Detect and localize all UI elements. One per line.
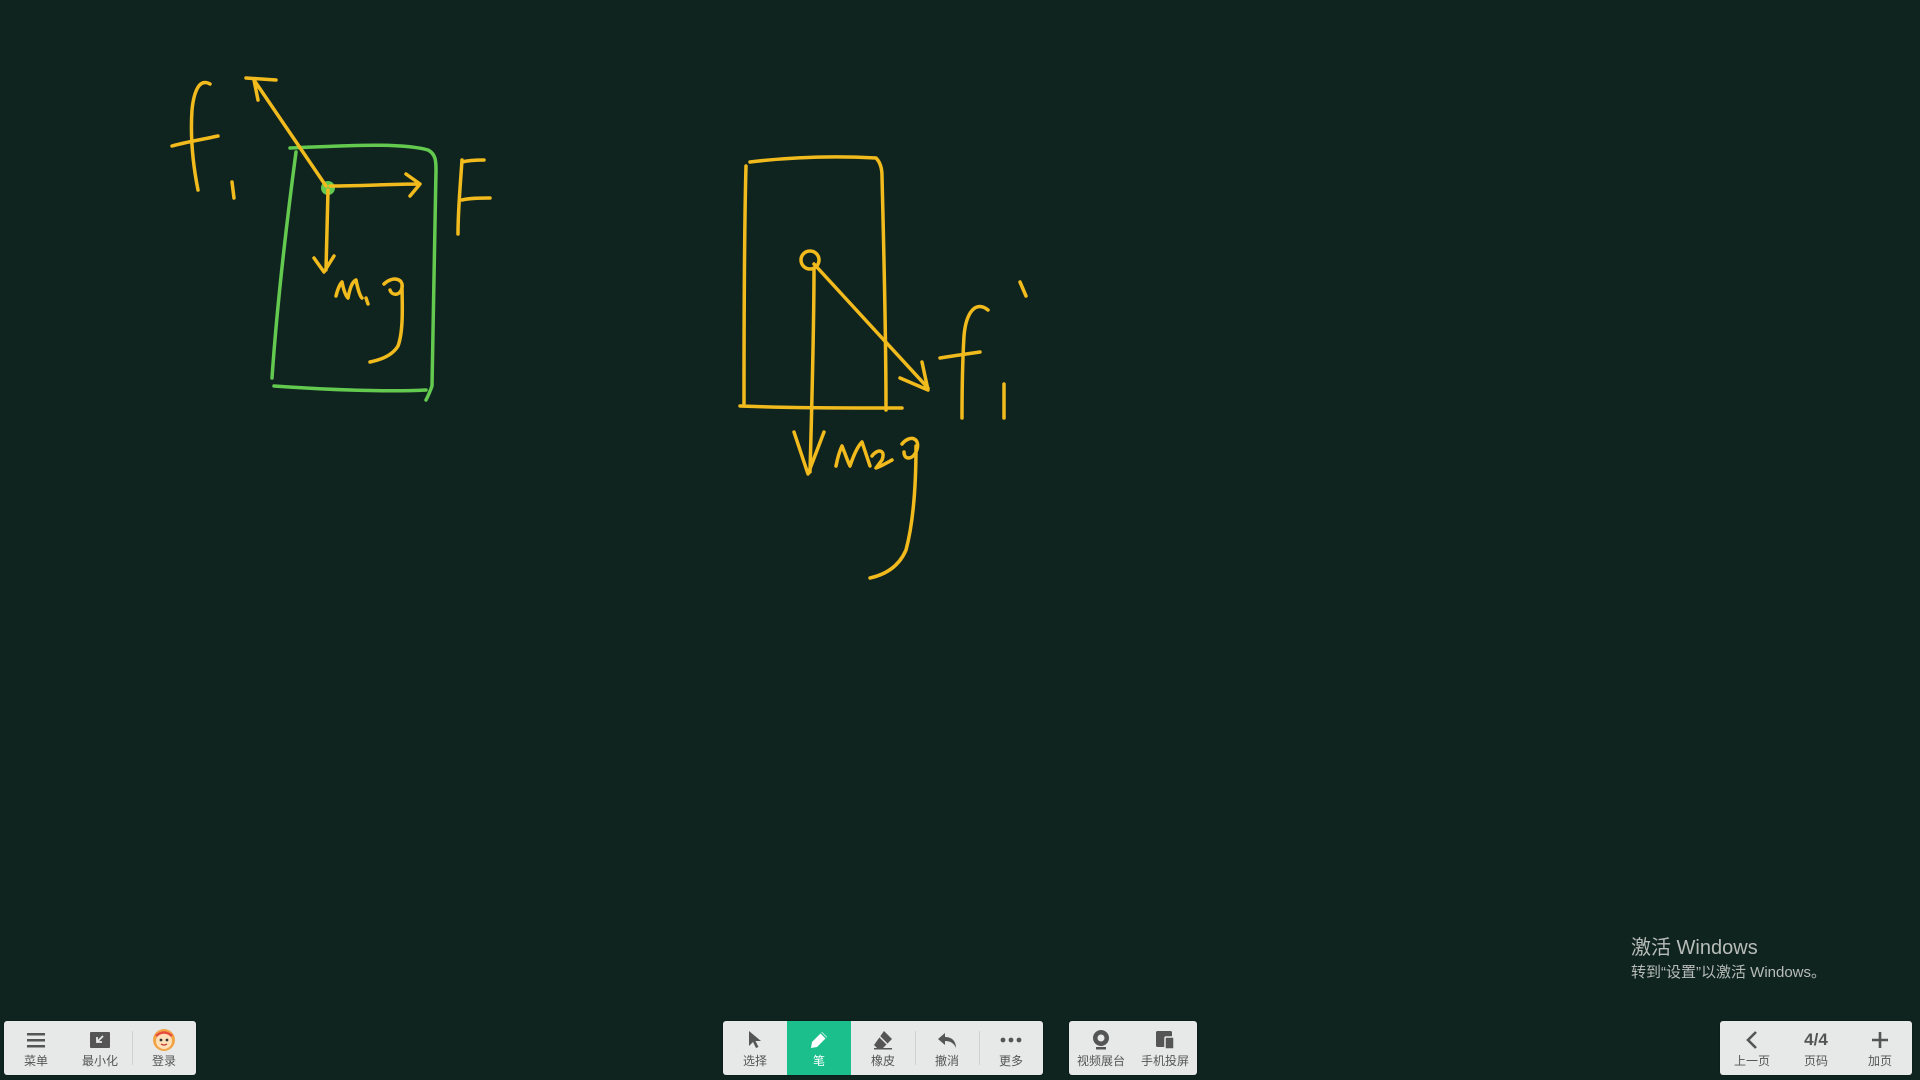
previous-page-button[interactable]: 上一页	[1720, 1021, 1784, 1075]
page-number-label: 页码	[1803, 1054, 1828, 1068]
page-indicator: 4/4	[1804, 1030, 1828, 1049]
left-F-label	[456, 158, 492, 236]
phone-cast-icon	[1153, 1028, 1177, 1052]
right-weight-arrow	[792, 266, 826, 476]
menu-label: 菜单	[23, 1054, 48, 1068]
camera-icon	[1089, 1028, 1113, 1052]
minimize-icon	[88, 1028, 112, 1052]
login-label: 登录	[151, 1054, 176, 1068]
right-block-drawing	[738, 155, 1028, 580]
avatar-icon	[152, 1028, 176, 1052]
left-f1-label	[170, 80, 236, 200]
left-m1g-label	[334, 277, 405, 364]
cursor-icon	[743, 1028, 767, 1052]
right-f1prime-label	[938, 280, 1028, 420]
page-toolbar: 上一页 4/4 页码 加页	[1720, 1021, 1912, 1075]
left-friction-arrow	[244, 76, 328, 188]
add-page-button[interactable]: 加页	[1848, 1021, 1912, 1075]
menu-button[interactable]: 菜单	[4, 1021, 68, 1075]
add-page-label: 加页	[1867, 1054, 1892, 1068]
video-booth-button[interactable]: 视频展台	[1069, 1021, 1133, 1075]
phone-cast-label: 手机投屏	[1140, 1054, 1189, 1068]
phone-cast-button[interactable]: 手机投屏	[1133, 1021, 1197, 1075]
more-icon	[999, 1028, 1023, 1052]
minimize-label: 最小化	[81, 1054, 118, 1068]
more-button[interactable]: 更多	[979, 1021, 1043, 1075]
minimize-button[interactable]: 最小化	[68, 1021, 132, 1075]
left-block-outline	[270, 143, 438, 402]
pen-tool-button[interactable]: 笔	[787, 1021, 851, 1075]
pen-icon	[807, 1028, 831, 1052]
watermark-title: 激活 Windows	[1631, 937, 1758, 959]
login-button[interactable]: 登录	[132, 1021, 196, 1075]
video-booth-label: 视频展台	[1076, 1054, 1125, 1068]
left-weight-arrow	[312, 188, 336, 274]
page-number-button[interactable]: 4/4 页码	[1784, 1021, 1848, 1075]
right-m2g-label	[834, 436, 920, 580]
eraser-icon	[871, 1028, 895, 1052]
right-friction-arrow	[812, 262, 930, 392]
drawing-toolbar: 选择 笔 橡皮 撤消 更多	[723, 1021, 1043, 1075]
left-toolbar: 菜单 最小化 登录	[4, 1021, 196, 1075]
right-contact-point	[799, 249, 821, 271]
media-toolbar: 视频展台 手机投屏	[1069, 1021, 1197, 1075]
left-force-arrow	[328, 172, 422, 198]
undo-label: 撤消	[934, 1054, 959, 1068]
left-block-drawing	[170, 76, 492, 402]
select-tool-label: 选择	[742, 1054, 767, 1068]
watermark-subtitle: 转到“设置”以激活 Windows。	[1631, 964, 1827, 981]
right-block-outline	[738, 155, 904, 412]
pen-tool-label: 笔	[812, 1054, 825, 1068]
chevron-left-icon	[1740, 1028, 1764, 1052]
eraser-tool-button[interactable]: 橡皮	[851, 1021, 915, 1075]
plus-icon	[1868, 1028, 1892, 1052]
eraser-tool-label: 橡皮	[870, 1054, 895, 1068]
undo-button[interactable]: 撤消	[915, 1021, 979, 1075]
windows-activation-watermark: 激活 Windows 转到“设置”以激活 Windows。	[1631, 936, 1826, 983]
menu-icon	[24, 1028, 48, 1052]
select-tool-button[interactable]: 选择	[723, 1021, 787, 1075]
more-label: 更多	[998, 1054, 1023, 1068]
undo-icon	[935, 1028, 959, 1052]
previous-page-label: 上一页	[1733, 1054, 1770, 1068]
